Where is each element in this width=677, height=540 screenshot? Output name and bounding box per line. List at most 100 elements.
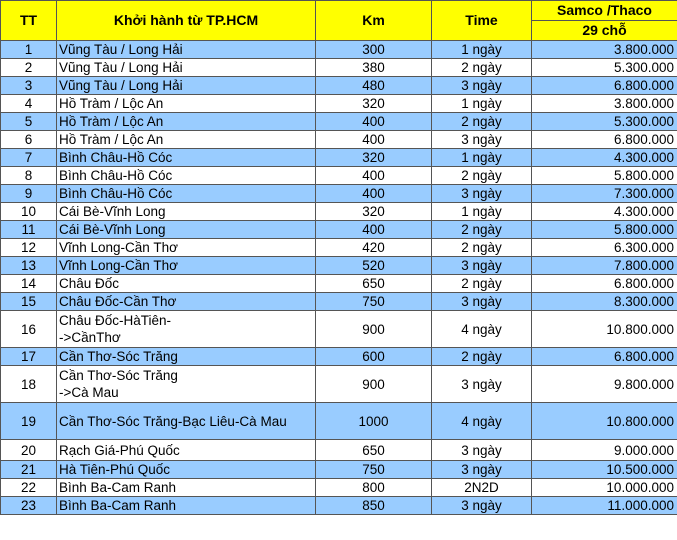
cell-time: 3 ngày — [431, 256, 532, 275]
table-row: 7 Bình Châu-Hồ Cóc 320 1 ngày 4.300.000 — [0, 148, 677, 167]
cell-route: Cần Thơ-Sóc Trăng-Bạc Liêu-Cà Mau — [56, 402, 316, 440]
cell-tt: 21 — [0, 460, 57, 479]
cell-route: Châu Đốc — [56, 274, 316, 293]
cell-route: Bình Châu-Hồ Cóc — [56, 184, 316, 203]
cell-tt: 15 — [0, 292, 57, 311]
cell-tt: 6 — [0, 130, 57, 149]
cell-km: 900 — [315, 365, 432, 403]
cell-price: 10.800.000 — [531, 402, 677, 440]
cell-price: 4.300.000 — [531, 148, 677, 167]
cell-km: 650 — [315, 439, 432, 461]
cell-km: 380 — [315, 58, 432, 77]
cell-time: 2 ngày — [431, 58, 532, 77]
cell-route: Bình Châu-Hồ Cóc — [56, 166, 316, 185]
cell-tt: 23 — [0, 496, 57, 515]
cell-km: 400 — [315, 112, 432, 131]
cell-route: Vũng Tàu / Long Hải — [56, 58, 316, 77]
cell-price: 11.000.000 — [531, 496, 677, 515]
cell-price: 5.800.000 — [531, 166, 677, 185]
cell-route-line1: Cần Thơ-Sóc Trăng — [59, 368, 178, 383]
table-row: 2 Vũng Tàu / Long Hải 380 2 ngày 5.300.0… — [0, 58, 677, 77]
cell-route: Cần Thơ-Sóc Trăng ->Cà Mau — [56, 365, 316, 403]
tour-price-table: TT Khởi hành từ TP.HCM Km Time Samco /Th… — [0, 0, 677, 515]
cell-route: Cần Thơ-Sóc Trăng — [56, 347, 316, 366]
cell-price: 5.800.000 — [531, 220, 677, 239]
cell-km: 480 — [315, 76, 432, 95]
cell-tt: 11 — [0, 220, 57, 239]
table-row: 13 Vĩnh Long-Cần Thơ 520 3 ngày 7.800.00… — [0, 256, 677, 275]
cell-time: 2 ngày — [431, 220, 532, 239]
header-price-sub: 29 chỗ — [531, 20, 677, 41]
cell-km: 400 — [315, 184, 432, 203]
cell-route: Bình Ba-Cam Ranh — [56, 496, 316, 515]
cell-km: 320 — [315, 148, 432, 167]
cell-time: 2N2D — [431, 478, 532, 497]
cell-price: 3.800.000 — [531, 94, 677, 113]
cell-tt: 5 — [0, 112, 57, 131]
cell-tt: 9 — [0, 184, 57, 203]
table-row: 12 Vĩnh Long-Cần Thơ 420 2 ngày 6.300.00… — [0, 238, 677, 257]
cell-km: 650 — [315, 274, 432, 293]
cell-time: 3 ngày — [431, 184, 532, 203]
cell-km: 400 — [315, 166, 432, 185]
cell-time: 4 ngày — [431, 310, 532, 348]
table-row: 15 Châu Đốc-Cần Thơ 750 3 ngày 8.300.000 — [0, 292, 677, 311]
cell-time: 1 ngày — [431, 148, 532, 167]
header-km: Km — [315, 0, 432, 41]
table-row: 4 Hồ Tràm / Lộc An 320 1 ngày 3.800.000 — [0, 94, 677, 113]
cell-route: Bình Châu-Hồ Cóc — [56, 148, 316, 167]
cell-tt: 19 — [0, 402, 57, 440]
cell-route: Vĩnh Long-Cần Thơ — [56, 238, 316, 257]
cell-route: Cái Bè-Vĩnh Long — [56, 220, 316, 239]
cell-price: 10.500.000 — [531, 460, 677, 479]
cell-time: 2 ngày — [431, 347, 532, 366]
cell-time: 3 ngày — [431, 496, 532, 515]
cell-route: Châu Đốc-Cần Thơ — [56, 292, 316, 311]
cell-route-line2: ->CầnThơ — [59, 330, 121, 345]
cell-route: Châu Đốc-HàTiên- ->CầnThơ — [56, 310, 316, 348]
table-row: 17 Cần Thơ-Sóc Trăng 600 2 ngày 6.800.00… — [0, 347, 677, 366]
cell-route: Vũng Tàu / Long Hải — [56, 76, 316, 95]
table-row: 14 Châu Đốc 650 2 ngày 6.800.000 — [0, 274, 677, 293]
cell-km: 320 — [315, 94, 432, 113]
table-row: 9 Bình Châu-Hồ Cóc 400 3 ngày 7.300.000 — [0, 184, 677, 203]
cell-tt: 1 — [0, 40, 57, 59]
cell-price: 3.800.000 — [531, 40, 677, 59]
cell-price: 8.300.000 — [531, 292, 677, 311]
cell-price: 4.300.000 — [531, 202, 677, 221]
cell-price: 10.000.000 — [531, 478, 677, 497]
cell-route-line1: Châu Đốc-HàTiên- — [59, 313, 172, 328]
cell-tt: 12 — [0, 238, 57, 257]
cell-tt: 2 — [0, 58, 57, 77]
cell-route: Rạch Giá-Phú Quốc — [56, 439, 316, 461]
cell-tt: 8 — [0, 166, 57, 185]
cell-price: 5.300.000 — [531, 58, 677, 77]
cell-tt: 20 — [0, 439, 57, 461]
cell-price: 9.000.000 — [531, 439, 677, 461]
table-row: 21 Hà Tiên-Phú Quốc 750 3 ngày 10.500.00… — [0, 460, 677, 479]
cell-tt: 14 — [0, 274, 57, 293]
table-row: 10 Cái Bè-Vĩnh Long 320 1 ngày 4.300.000 — [0, 202, 677, 221]
header-time: Time — [431, 0, 532, 41]
table-row: 22 Bình Ba-Cam Ranh 800 2N2D 10.000.000 — [0, 478, 677, 497]
cell-time: 2 ngày — [431, 238, 532, 257]
cell-tt: 16 — [0, 310, 57, 348]
cell-km: 520 — [315, 256, 432, 275]
cell-time: 2 ngày — [431, 112, 532, 131]
cell-price: 6.800.000 — [531, 274, 677, 293]
cell-tt: 3 — [0, 76, 57, 95]
cell-route-line2: ->Cà Mau — [59, 385, 119, 400]
cell-km: 750 — [315, 460, 432, 479]
cell-route: Hồ Tràm / Lộc An — [56, 94, 316, 113]
header-tt: TT — [0, 0, 57, 41]
cell-tt: 10 — [0, 202, 57, 221]
cell-time: 2 ngày — [431, 166, 532, 185]
table-row: 5 Hồ Tràm / Lộc An 400 2 ngày 5.300.000 — [0, 112, 677, 131]
table-row: 18 Cần Thơ-Sóc Trăng ->Cà Mau 900 3 ngày … — [0, 365, 677, 403]
table-row: 8 Bình Châu-Hồ Cóc 400 2 ngày 5.800.000 — [0, 166, 677, 185]
cell-tt: 13 — [0, 256, 57, 275]
cell-km: 900 — [315, 310, 432, 348]
cell-time: 3 ngày — [431, 365, 532, 403]
table-row: 23 Bình Ba-Cam Ranh 850 3 ngày 11.000.00… — [0, 496, 677, 515]
header-route: Khởi hành từ TP.HCM — [56, 0, 316, 41]
